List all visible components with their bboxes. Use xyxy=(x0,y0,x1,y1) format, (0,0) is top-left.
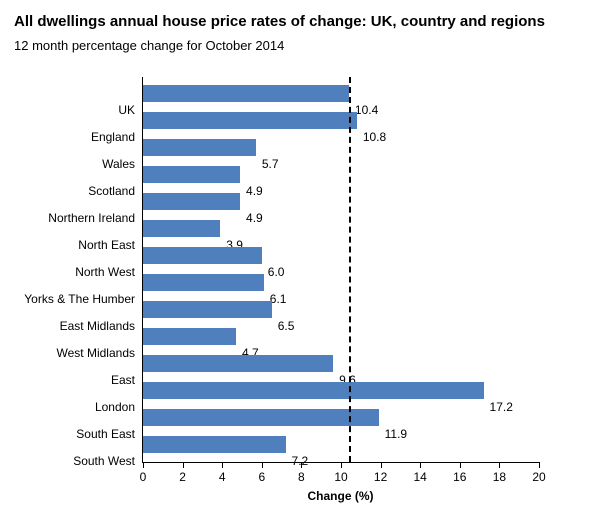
category-label: Scotland xyxy=(88,183,143,200)
x-tick-label: 10 xyxy=(334,462,347,484)
bar xyxy=(143,166,240,183)
x-tick-label: 12 xyxy=(374,462,387,484)
bar xyxy=(143,112,357,129)
value-label: 11.9 xyxy=(379,426,407,443)
bar xyxy=(143,247,262,264)
x-tick-label: 8 xyxy=(298,462,305,484)
bar xyxy=(143,139,256,156)
bar-row: West Midlands4.7 xyxy=(143,328,236,345)
bar-row: Northern Ireland4.9 xyxy=(143,193,240,210)
bar xyxy=(143,274,264,291)
chart-subtitle: 12 month percentage change for October 2… xyxy=(14,38,579,53)
category-label: England xyxy=(91,129,143,146)
category-label: South West xyxy=(73,453,143,470)
bar-row: Scotland4.9 xyxy=(143,166,240,183)
bar-row: UK10.4 xyxy=(143,85,349,102)
value-label: 4.9 xyxy=(240,210,263,227)
bar-row: South East11.9 xyxy=(143,409,379,426)
bar-row: South West7.2 xyxy=(143,436,286,453)
category-label: East xyxy=(111,372,143,389)
category-label: West Midlands xyxy=(57,345,143,362)
x-tick-label: 0 xyxy=(140,462,147,484)
bar xyxy=(143,328,236,345)
value-label: 17.2 xyxy=(484,399,513,416)
chart-title: All dwellings annual house price rates o… xyxy=(14,12,579,32)
category-label: UK xyxy=(118,102,143,119)
value-label: 7.2 xyxy=(286,453,309,470)
category-label: North East xyxy=(78,237,143,254)
bar xyxy=(143,220,220,237)
bar-row: North East3.9 xyxy=(143,220,220,237)
category-label: Yorks & The Humber xyxy=(24,291,143,308)
bar-row: London17.2 xyxy=(143,382,484,399)
bar xyxy=(143,409,379,426)
x-tick-label: 6 xyxy=(258,462,265,484)
category-label: East Midlands xyxy=(60,318,143,335)
value-label: 5.7 xyxy=(256,156,279,173)
bar-row: North West6.0 xyxy=(143,247,262,264)
chart-plot-area: UK10.4 England10.8 Wales5.7 Scotland4.9 Nort… xyxy=(142,77,539,463)
value-label: 6.0 xyxy=(262,264,285,281)
reference-line xyxy=(349,77,351,462)
x-tick-label: 18 xyxy=(493,462,506,484)
bar-row: England10.8 xyxy=(143,112,357,129)
bar xyxy=(143,436,286,453)
x-axis-label: Change (%) xyxy=(308,489,374,503)
x-tick-label: 2 xyxy=(179,462,186,484)
bar-row: East Midlands6.5 xyxy=(143,301,272,318)
x-tick-label: 16 xyxy=(453,462,466,484)
x-tick-label: 14 xyxy=(414,462,427,484)
category-label: Northern Ireland xyxy=(48,210,143,227)
bar-row: Yorks & The Humber6.1 xyxy=(143,274,264,291)
category-label: North West xyxy=(75,264,143,281)
bar-row: Wales5.7 xyxy=(143,139,256,156)
category-label: Wales xyxy=(102,156,143,173)
bar xyxy=(143,193,240,210)
bar xyxy=(143,301,272,318)
value-label: 4.9 xyxy=(240,183,263,200)
x-tick-label: 4 xyxy=(219,462,226,484)
category-label: South East xyxy=(76,426,143,443)
value-label: 6.5 xyxy=(272,318,295,335)
x-tick-label: 20 xyxy=(532,462,545,484)
bar xyxy=(143,85,349,102)
bar-row: East9.6 xyxy=(143,355,333,372)
bar xyxy=(143,355,333,372)
category-label: London xyxy=(95,399,143,416)
bar xyxy=(143,382,484,399)
value-label: 10.8 xyxy=(357,129,386,146)
